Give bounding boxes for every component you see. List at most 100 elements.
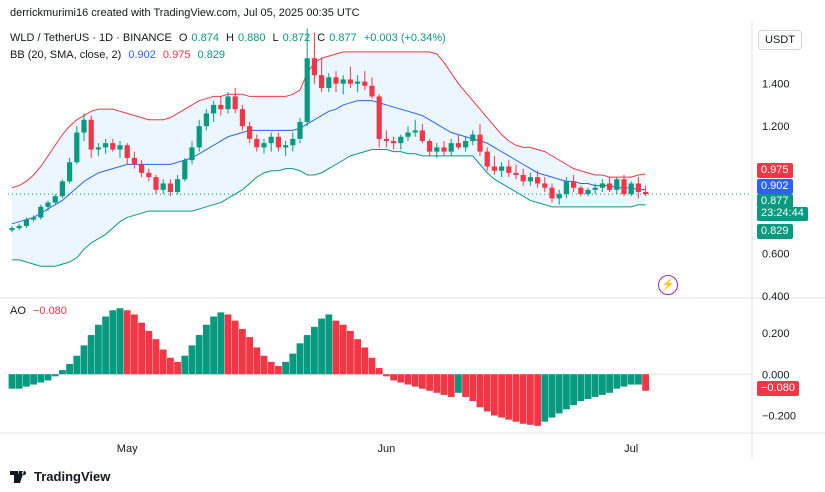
symbol-legend: WLD / TetherUS · 1D · BINANCE O 0.874 H 0.…: [10, 32, 450, 44]
candle: [326, 73, 332, 93]
candle-body: [95, 147, 101, 150]
lower-band-price-label: 0.829: [757, 224, 793, 239]
candle: [520, 168, 526, 186]
ao-bar: [311, 326, 318, 375]
ao-bar: [455, 374, 462, 393]
time-axis-tick: Jun: [378, 443, 396, 455]
ohlc-close: 0.877: [329, 32, 357, 44]
bb-title[interactable]: BB (20, SMA, close, 2): [10, 49, 122, 61]
candle: [419, 124, 425, 144]
candle: [31, 215, 37, 222]
candle-body: [455, 143, 461, 148]
ao-bar: [253, 347, 261, 375]
candle-body: [45, 202, 51, 207]
candle: [542, 177, 548, 192]
candle: [167, 179, 173, 197]
candle-body: [196, 126, 202, 148]
ao-bar: [419, 374, 426, 389]
candle-body: [470, 134, 476, 142]
candle: [153, 174, 159, 195]
ao-bar: [167, 357, 174, 375]
candle-body: [175, 179, 181, 192]
candle: [549, 183, 555, 203]
ao-bar: [123, 310, 131, 375]
ao-bar: [59, 370, 66, 375]
ao-bar: [548, 374, 556, 418]
ao-bar: [231, 320, 239, 375]
candle-body: [355, 81, 361, 84]
candle: [290, 132, 296, 152]
currency-button[interactable]: USDT: [758, 30, 802, 50]
candle: [585, 187, 591, 197]
candle: [470, 130, 476, 146]
candle-body: [189, 147, 195, 161]
candle-body: [491, 166, 497, 171]
ao-bar: [613, 374, 621, 389]
candle-body: [506, 166, 512, 173]
candle-body: [218, 104, 224, 110]
candle-body: [247, 126, 253, 139]
bb-upper-line: [11, 51, 646, 189]
candle-body: [153, 177, 159, 190]
ao-bar: [411, 374, 419, 387]
candle: [441, 141, 447, 156]
candle: [261, 138, 267, 154]
candle: [268, 132, 274, 152]
candle: [81, 113, 87, 142]
ao-bar: [246, 337, 253, 375]
ohlc-change: +0.003 (+0.34%): [363, 32, 446, 44]
candle-body: [239, 109, 245, 127]
ao-bar: [591, 374, 599, 397]
candle: [297, 117, 303, 144]
candle-body: [448, 143, 454, 152]
bb-fill: [12, 51, 646, 267]
ao-bar: [498, 374, 505, 418]
lightning-icon[interactable]: ⚡: [658, 275, 678, 295]
candle: [355, 75, 361, 93]
candle-body: [398, 136, 404, 144]
price-axis-tick: 0.600: [762, 249, 790, 261]
ohlc-open: 0.874: [191, 32, 219, 44]
price-axis-tick: 0.400: [762, 291, 790, 303]
candle-body: [585, 189, 591, 195]
candle-body: [520, 174, 526, 182]
candle: [218, 96, 224, 116]
ao-bar: [23, 374, 30, 387]
symbol-name[interactable]: WLD / TetherUS · 1D · BINANCE: [10, 32, 172, 44]
ao-bar: [73, 355, 81, 375]
candle-body: [283, 145, 289, 148]
candle-body: [513, 172, 519, 175]
ao-bar: [469, 374, 477, 402]
candle-body: [614, 179, 620, 190]
ao-title[interactable]: AO: [10, 305, 26, 317]
ao-bar: [491, 374, 498, 416]
ao-bar: [37, 374, 45, 383]
candle: [376, 94, 382, 148]
candle-body: [261, 143, 267, 148]
bb-basis-value: 0.902: [128, 49, 156, 61]
candle-body: [347, 79, 353, 84]
candle: [506, 160, 512, 178]
ao-bar: [447, 374, 455, 397]
candle-body: [254, 138, 260, 148]
candle-body: [607, 183, 613, 190]
candle-body: [326, 77, 332, 88]
candle-body: [117, 145, 123, 150]
candle-body: [535, 177, 541, 184]
ao-price-label: −0.080: [757, 381, 799, 396]
ao-bar: [181, 355, 189, 375]
candle: [455, 134, 461, 150]
ao-bar: [375, 368, 383, 375]
basis-price-label: 0.902: [757, 179, 793, 194]
ohlc-low-label: L: [272, 32, 279, 44]
attribution-text: derrickmurimi16 created with TradingView…: [10, 7, 360, 19]
candle-body: [599, 183, 605, 188]
price-axis-tick: 1.400: [762, 79, 790, 91]
candle: [340, 75, 346, 95]
candle: [434, 143, 440, 158]
candle: [110, 138, 116, 152]
candle: [621, 174, 627, 197]
ao-bar: [116, 308, 124, 375]
candle: [139, 160, 145, 178]
